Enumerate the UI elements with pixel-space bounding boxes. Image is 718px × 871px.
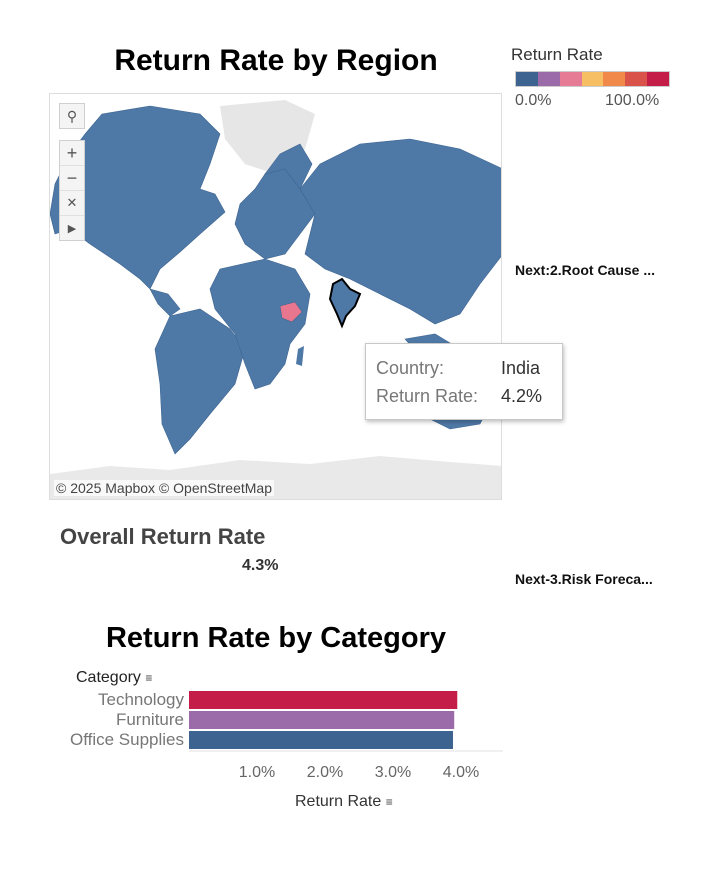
legend-color-ramp[interactable] — [515, 71, 670, 87]
category-label[interactable]: Technology — [97, 690, 184, 709]
expand-toolbar-button[interactable]: ▶ — [60, 216, 84, 240]
ethiopia-shape[interactable] — [279, 301, 303, 323]
category-label[interactable]: Office Supplies — [69, 730, 184, 749]
legend-swatch — [537, 72, 560, 86]
x-tick-label: 1.0% — [239, 764, 275, 781]
next-risk-forecast-link[interactable]: Next-3.Risk Foreca... — [515, 571, 653, 587]
bar-technology[interactable] — [189, 691, 458, 709]
legend-swatch — [581, 72, 604, 86]
madagascar-shape[interactable] — [296, 346, 304, 366]
map-canvas[interactable] — [50, 94, 502, 500]
x-axis-title-label: Return Rate — [295, 793, 382, 810]
category-label[interactable]: Furniture — [115, 710, 184, 729]
map-title: Return Rate by Region — [114, 44, 438, 77]
zoom-in-icon: + — [66, 142, 78, 163]
overall-return-rate-value: 4.3% — [242, 557, 279, 574]
map-attribution[interactable]: © 2025 Mapbox © OpenStreetMap — [54, 480, 274, 496]
north-america-shape[interactable] — [50, 105, 226, 290]
x-axis-title[interactable]: Return Rate ≡ — [295, 793, 393, 811]
expand-arrow-icon: ▶ — [67, 222, 77, 235]
asia-shape[interactable] — [299, 138, 502, 325]
map-toolbar: + − ✕ ▶ — [59, 140, 85, 241]
tooltip-country-value: India — [501, 358, 541, 378]
pin-clear-button[interactable]: ✕ — [60, 191, 84, 216]
legend-title: Return Rate — [511, 45, 603, 64]
search-icon: ⚲ — [66, 107, 78, 124]
map-tooltip: Country: India Return Rate: 4.2% — [365, 343, 563, 420]
tooltip-rate-value: 4.2% — [501, 386, 543, 406]
india-shape[interactable] — [328, 277, 362, 329]
bar-office-supplies[interactable] — [189, 731, 454, 749]
legend-max-label: 100.0% — [605, 92, 660, 109]
category-header[interactable]: Category ≡ — [76, 669, 152, 687]
next-root-cause-link[interactable]: Next:2.Root Cause ... — [515, 262, 656, 278]
pin-clear-icon: ✕ — [66, 195, 78, 210]
x-tick-label: 4.0% — [443, 764, 479, 781]
zoom-out-button[interactable]: − — [60, 166, 84, 191]
category-header-label: Category — [76, 669, 141, 686]
legend-swatch — [559, 72, 582, 86]
x-tick-label: 3.0% — [375, 764, 411, 781]
world-map[interactable]: ⚲ + − ✕ ▶ © 2025 Mapbox © OpenStreetMap — [49, 93, 502, 500]
map-search-button[interactable]: ⚲ — [59, 103, 85, 129]
europe-shape[interactable] — [234, 168, 316, 260]
category-chart-title: Return Rate by Category — [105, 622, 446, 654]
x-tick-label: 2.0% — [307, 764, 343, 781]
zoom-in-button[interactable]: + — [60, 141, 84, 166]
legend-swatch — [603, 72, 626, 86]
zoom-out-icon: − — [66, 167, 78, 188]
africa-shape[interactable] — [209, 258, 311, 390]
overall-return-rate-title: Overall Return Rate — [60, 524, 266, 549]
scandinavia-shape[interactable] — [264, 143, 313, 190]
tooltip-rate-label: Return Rate: — [376, 386, 479, 406]
tooltip-country-label: Country: — [376, 358, 445, 378]
sort-icon[interactable]: ≡ — [145, 671, 153, 685]
legend-swatch — [516, 72, 538, 86]
legend-swatch — [625, 72, 648, 86]
bar-furniture[interactable] — [189, 711, 455, 729]
legend-swatch — [647, 72, 670, 86]
sort-icon[interactable]: ≡ — [385, 795, 393, 809]
legend-min-label: 0.0% — [515, 92, 552, 109]
south-america-shape[interactable] — [154, 308, 246, 455]
central-america-shape[interactable] — [149, 288, 181, 317]
